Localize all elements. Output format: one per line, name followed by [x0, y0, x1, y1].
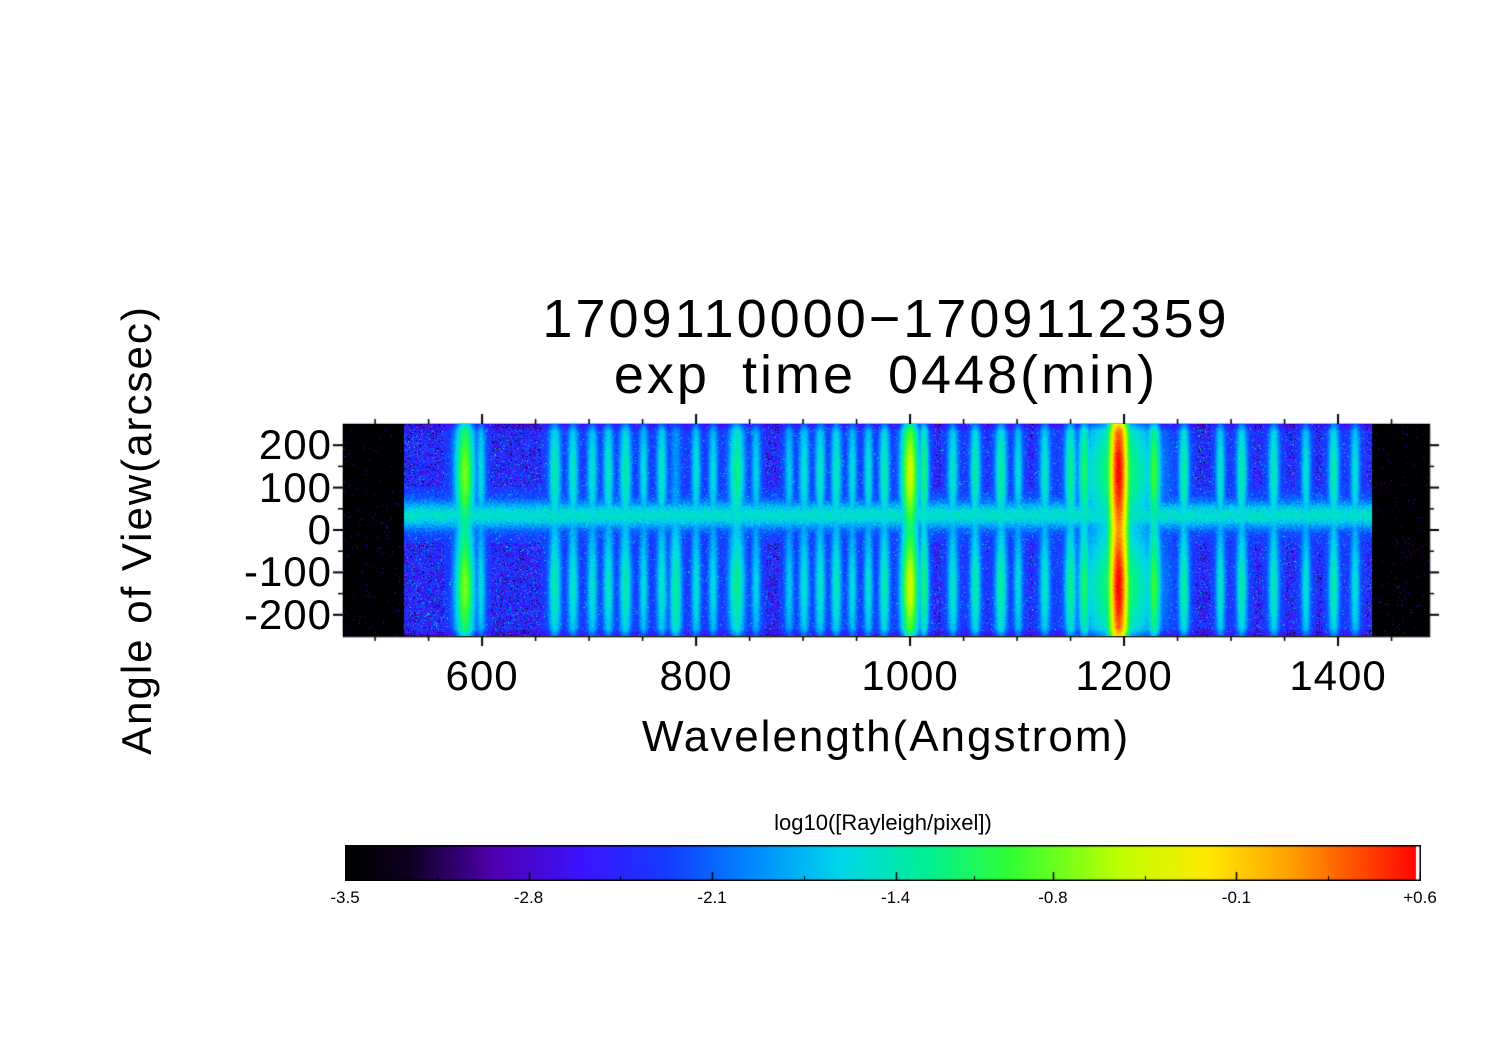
x-tick-label: 1000: [861, 652, 959, 699]
y-tick-label: 200: [258, 421, 332, 469]
x-tick-label: 600: [445, 652, 519, 699]
colorbar-tick-label: -1.4: [880, 888, 911, 907]
colorbar-canvas: [345, 845, 1421, 881]
colorbar-tick-label: -0.8: [1038, 888, 1068, 907]
x-tick-label: 1200: [1075, 652, 1173, 699]
y-tick-label: -100: [243, 548, 332, 596]
x-axis-label: Wavelength(Angstrom): [641, 712, 1131, 761]
y-tick-label: 100: [258, 463, 332, 511]
colorbar-tick-label: -0.1: [1221, 888, 1252, 907]
colorbar-tick-label: -2.8: [513, 888, 544, 907]
colorbar-tick-label: -2.1: [697, 888, 727, 907]
y-axis-label: Angle of View(arcsec): [113, 305, 160, 755]
colorbar-label: log10([Rayleigh/pixel]): [774, 810, 992, 835]
y-tick-label: 0: [307, 506, 332, 553]
x-tick-label: 800: [659, 652, 733, 699]
colorbar-tick-label: +0.6: [1403, 888, 1437, 907]
heatmap-canvas: [343, 424, 1429, 636]
y-tick-label: -200: [243, 590, 332, 638]
x-tick-label: 1400: [1289, 652, 1387, 699]
colorbar-tick-label: -3.5: [330, 888, 360, 907]
chart-title: 1709110000−1709112359: [542, 289, 1230, 349]
